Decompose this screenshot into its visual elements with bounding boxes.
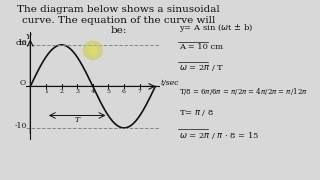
Text: $\omega$ = 2$\pi$ / T: $\omega$ = 2$\pi$ / T: [179, 63, 225, 73]
Text: 6: 6: [122, 89, 126, 94]
Circle shape: [83, 41, 102, 60]
Text: The diagram below shows a sinusoidal curve. The equation of the curve will
be:: The diagram below shows a sinusoidal cur…: [17, 5, 220, 35]
Circle shape: [89, 47, 97, 54]
Text: Y: Y: [26, 33, 31, 41]
Text: t/sec: t/sec: [161, 79, 179, 87]
Text: cm: cm: [16, 39, 28, 47]
Text: 7: 7: [138, 89, 142, 94]
Text: A = 10 cm: A = 10 cm: [179, 43, 223, 51]
Text: -10: -10: [15, 122, 27, 130]
Text: T: T: [75, 116, 80, 124]
Text: 3: 3: [75, 89, 79, 94]
Text: y= A sin ($\omega$t $\pm$ b): y= A sin ($\omega$t $\pm$ b): [179, 22, 253, 34]
Text: 4: 4: [91, 89, 95, 94]
Text: O: O: [20, 79, 26, 87]
Text: 10: 10: [17, 39, 27, 47]
Text: $\omega$ = 2$\pi$ / $\pi$ $\cdot$ 8 = 15: $\omega$ = 2$\pi$ / $\pi$ $\cdot$ 8 = 15: [179, 130, 260, 141]
Text: T/8 = 6$\pi$/6$\pi$ = $\pi$/2$\pi$ = 4$\pi$/2$\pi$ = $\pi$/12$\pi$: T/8 = 6$\pi$/6$\pi$ = $\pi$/2$\pi$ = 4$\…: [179, 86, 308, 97]
Text: 1: 1: [44, 89, 48, 94]
Text: T= $\pi$ / 8: T= $\pi$ / 8: [179, 108, 214, 118]
Text: 2: 2: [60, 89, 64, 94]
Text: 5: 5: [107, 89, 110, 94]
